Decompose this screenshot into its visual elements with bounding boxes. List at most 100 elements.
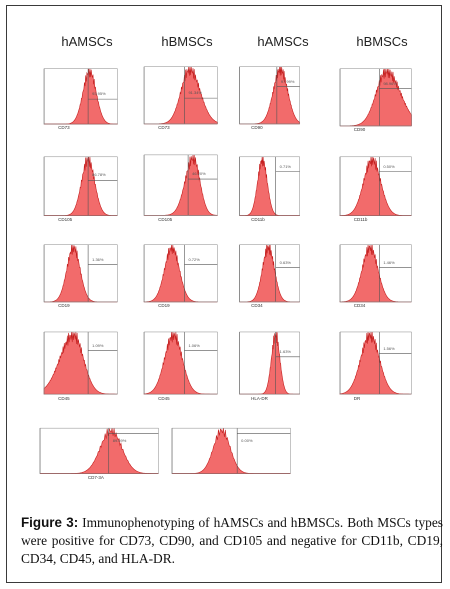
gate-percentage: 1.46% <box>383 259 395 265</box>
histogram-panel-cd105: 46.20% CD105 <box>141 152 219 224</box>
marker-label: CD45 <box>158 395 170 401</box>
gate-marker <box>88 157 117 216</box>
gate-marker <box>276 157 300 216</box>
plot-border <box>340 69 411 126</box>
marker-label: CD45 <box>58 395 70 401</box>
marker-label: CD11b <box>353 217 368 222</box>
gate-percentage: 1.63% <box>279 348 291 354</box>
gate-marker <box>276 245 300 302</box>
plot-border <box>44 157 117 216</box>
column-header-hbmscs-2: hBMSCs <box>356 34 408 49</box>
plot-border <box>240 157 300 216</box>
marker-label: DR <box>353 395 361 401</box>
histogram-panel-cd90: 98.96% CD90 <box>337 66 413 134</box>
marker-label: CD34 <box>353 303 366 309</box>
gate-percentage: 86.78% <box>92 172 106 178</box>
plot-border <box>340 245 411 302</box>
histogram-panel-unlabeled: 0.00% <box>167 426 293 480</box>
marker-label: HLA-DR <box>251 395 268 401</box>
histogram-panel-cd73: 93.95% CD73 <box>41 66 119 132</box>
plot-border <box>172 428 290 473</box>
gate-percentage: 0.72% <box>188 256 200 262</box>
histogram-panel-cd45: 1.06% CD45 <box>141 329 219 403</box>
plot-border <box>44 332 117 394</box>
histogram-curve <box>44 157 117 216</box>
histogram-panel-cd11b: 0.71% CD11b <box>237 154 301 224</box>
plot-border <box>240 67 300 124</box>
histogram-panel-cd45: 1.09% CD45 <box>41 329 119 403</box>
histogram-panel-dr: 1.56% DR <box>337 329 413 403</box>
histogram-panel-cd73: 91.34% CD73 <box>141 64 219 132</box>
marker-label: CD34 <box>251 303 263 309</box>
histogram-panel-cd19: 1.36% CD19 <box>41 242 119 310</box>
gate-marker <box>88 245 117 302</box>
histogram-curve <box>239 67 300 124</box>
gate-marker <box>277 67 300 124</box>
histogram-curve <box>44 332 117 394</box>
histogram-panel-hla-dr: 1.63% HLA-DR <box>237 329 301 403</box>
gate-percentage: 93.95% <box>92 91 106 97</box>
histogram-curve <box>144 67 217 124</box>
gate-marker <box>237 428 290 473</box>
histogram-curve <box>340 69 411 126</box>
gate-percentage: 0.00% <box>241 437 253 443</box>
marker-label: CD19 <box>158 303 170 309</box>
gate-percentage: 0.63% <box>279 259 291 265</box>
histogram-panel-cd34: 0.63% CD34 <box>237 242 301 310</box>
figure-frame: hAMSCs hBMSCs hAMSCs hBMSCs 93.95% CD73 91… <box>6 5 443 583</box>
gate-percentage: 46.20% <box>192 171 206 177</box>
plot-border <box>240 245 300 302</box>
gate-marker <box>379 245 411 302</box>
column-header-hbmscs-1: hBMSCs <box>161 34 213 49</box>
plot-border <box>44 245 117 302</box>
histogram-panel-cd105: 86.78% CD105 <box>41 154 119 224</box>
histogram-curve <box>144 155 217 215</box>
gate-percentage: 0.50% <box>383 163 395 169</box>
gate-marker <box>379 69 411 126</box>
gate-percentage: 89.69% <box>112 437 127 443</box>
plot-border <box>340 332 411 394</box>
histogram-curve <box>144 245 218 302</box>
plot-border <box>144 332 217 394</box>
histogram-curve <box>44 245 118 302</box>
histogram-curve <box>172 428 291 473</box>
marker-label: CD73 <box>58 125 70 131</box>
figure-caption-text: Immunophenotyping of hAMSCs and hBMSCs. … <box>21 515 443 566</box>
gate-percentage: 91.34% <box>188 90 203 96</box>
histogram-curve <box>239 245 300 302</box>
histogram-panel-cd34: 1.46% CD34 <box>337 242 413 310</box>
plot-border <box>44 69 117 124</box>
histogram-panel-cd7-3a: 89.69% CD7-3A <box>35 426 161 480</box>
gate-percentage: 0.71% <box>279 163 291 169</box>
marker-label: CD73 <box>158 125 170 131</box>
plot-border <box>340 157 411 216</box>
gate-marker <box>88 332 117 394</box>
histogram-panel-cd19: 0.72% CD19 <box>141 242 219 310</box>
marker-label: CD7-3A <box>87 474 104 480</box>
gate-marker <box>379 332 411 394</box>
plot-border <box>144 245 217 302</box>
gate-percentage: 97.99% <box>280 78 295 84</box>
marker-label: CD105 <box>58 217 73 222</box>
gate-marker <box>379 157 411 216</box>
plot-border <box>144 155 217 215</box>
figure-label: Figure 3: <box>21 515 79 530</box>
histogram-panel-cd11b: 0.50% CD11b <box>337 154 413 224</box>
histogram-panel-cd90: 97.99% CD90 <box>237 64 301 132</box>
gate-percentage: 98.96% <box>383 80 397 86</box>
gate-marker <box>109 428 159 473</box>
column-header-hamscs-1: hAMSCs <box>61 34 113 49</box>
gate-marker <box>184 332 217 394</box>
figure-caption: Figure 3: Immunophenotyping of hAMSCs an… <box>21 514 443 568</box>
gate-marker <box>184 67 217 124</box>
plot-border <box>144 67 217 124</box>
column-header-hamscs-2: hAMSCs <box>257 34 309 49</box>
gate-percentage: 1.06% <box>188 342 200 348</box>
histogram-curve <box>340 332 411 394</box>
gate-percentage: 1.09% <box>92 342 104 348</box>
gate-percentage: 1.36% <box>92 256 104 262</box>
histogram-curve <box>40 428 158 473</box>
gate-marker <box>184 245 217 302</box>
plot-border <box>40 428 158 473</box>
histogram-curve <box>340 245 412 302</box>
